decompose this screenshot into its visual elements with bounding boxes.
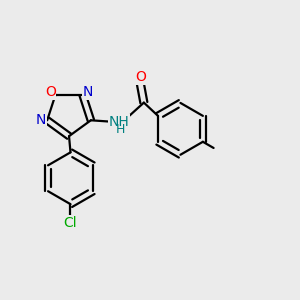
Text: N: N [35, 113, 46, 127]
Text: O: O [45, 85, 56, 99]
Text: H: H [116, 123, 125, 136]
Text: NH: NH [109, 115, 129, 129]
Text: Cl: Cl [64, 216, 77, 230]
Text: O: O [135, 70, 146, 84]
Text: N: N [82, 85, 93, 99]
